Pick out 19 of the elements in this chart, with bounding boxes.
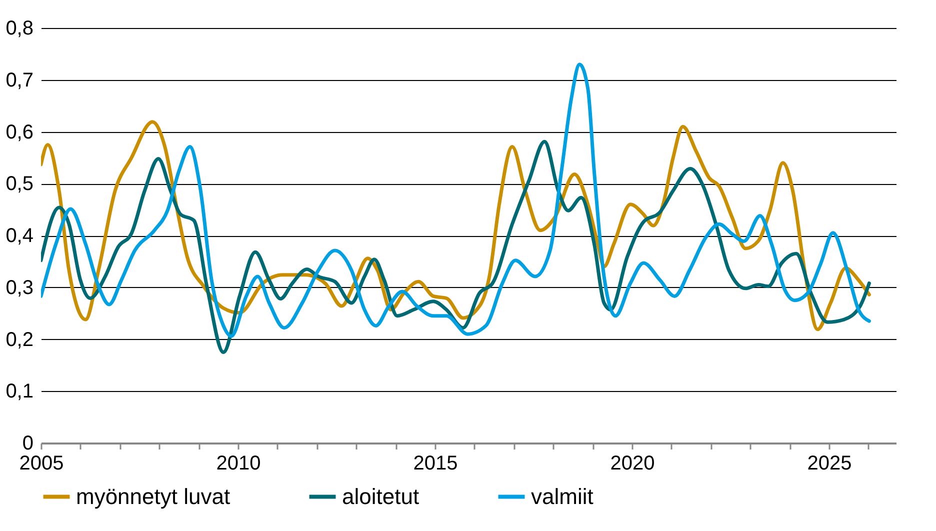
y-tick-label: 0,8 <box>6 18 34 40</box>
legend-label: valmiit <box>531 484 594 509</box>
y-tick-label: 0,1 <box>6 380 34 403</box>
y-tick-label: 0,5 <box>6 173 34 196</box>
legend-label: myönnetyt luvat <box>76 484 230 509</box>
x-tick-label: 2020 <box>610 452 655 474</box>
line-series <box>41 62 871 338</box>
y-tick-label: 0,3 <box>6 276 34 299</box>
x-tick-label: 2010 <box>216 452 261 474</box>
x-tick-label: 2005 <box>19 452 64 474</box>
legend-label: aloitetut <box>342 484 420 509</box>
line-series <box>41 140 871 354</box>
x-tick-label: 2025 <box>807 452 852 474</box>
y-tick-label: 0,6 <box>6 121 34 144</box>
x-tick-label: 2015 <box>413 452 458 474</box>
y-tick-label: 0,2 <box>6 328 34 351</box>
y-tick-label: 0 <box>22 432 34 454</box>
y-tick-label: 0,4 <box>6 225 34 247</box>
y-tick-label: 0,7 <box>6 69 34 92</box>
